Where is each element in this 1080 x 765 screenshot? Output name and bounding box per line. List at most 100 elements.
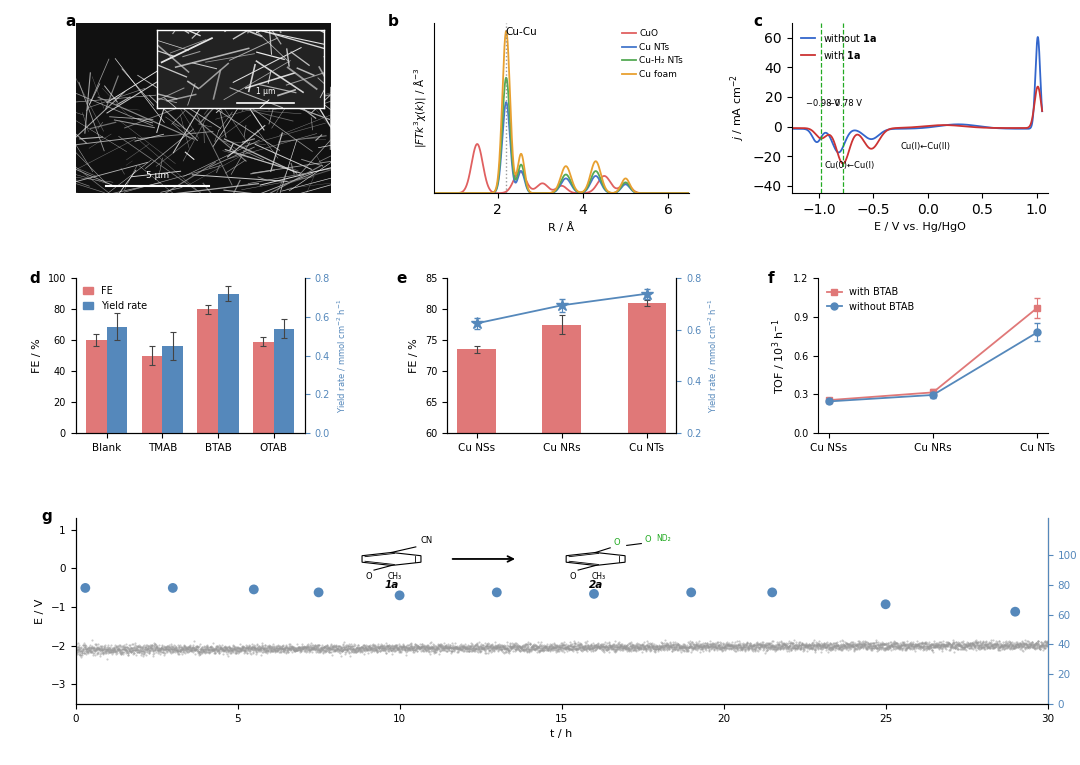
Point: [780, 637, 797, 649]
Point: [1009, 641, 1026, 653]
Point: [1030, 640, 1048, 652]
Point: [572, 640, 590, 653]
Point: [130, 640, 147, 653]
Point: [823, 641, 840, 653]
Point: [1034, 637, 1051, 649]
Point: [227, 643, 244, 656]
Point: [928, 641, 945, 653]
Point: [489, 641, 507, 653]
Point: [883, 640, 901, 653]
Point: [554, 643, 571, 656]
Point: [110, 640, 127, 653]
Point: [513, 641, 530, 653]
Point: [738, 639, 755, 651]
Point: [956, 637, 973, 649]
Point: [1005, 640, 1023, 653]
Point: [242, 640, 259, 652]
Point: [298, 644, 315, 656]
Point: [177, 640, 194, 652]
Point: [998, 639, 1015, 651]
Point: [715, 638, 732, 650]
Point: [380, 641, 397, 653]
Point: [625, 643, 643, 656]
Point: [989, 642, 1007, 654]
Point: [278, 647, 295, 659]
Point: [737, 645, 754, 657]
without $\mathbf{1a}$: [917, 123, 930, 132]
Point: [114, 640, 132, 652]
Point: [796, 640, 813, 653]
Point: [606, 645, 623, 657]
Point: [503, 637, 521, 649]
Point: [902, 636, 919, 648]
Point: [332, 642, 349, 654]
Point: [758, 639, 775, 651]
Point: [514, 640, 531, 652]
Point: [79, 646, 96, 658]
Point: [435, 643, 453, 655]
Point: [1000, 639, 1017, 651]
Point: [529, 641, 546, 653]
Point: [147, 644, 164, 656]
Point: [335, 643, 352, 655]
Point: [247, 641, 265, 653]
Point: [435, 641, 453, 653]
Point: [561, 643, 578, 655]
Point: [995, 641, 1012, 653]
Point: [858, 639, 875, 651]
Point: [624, 644, 642, 656]
Point: [553, 636, 570, 649]
Point: [679, 643, 697, 656]
Point: [960, 639, 977, 651]
Point: [878, 642, 895, 654]
Point: [816, 638, 834, 650]
Point: [1013, 638, 1030, 650]
Point: [885, 638, 902, 650]
Point: [865, 636, 882, 649]
Point: [538, 642, 555, 654]
Point: [314, 646, 332, 659]
Point: [862, 642, 879, 654]
Point: [1000, 640, 1017, 652]
Point: [832, 640, 849, 653]
Point: [1004, 640, 1022, 653]
Point: [821, 641, 838, 653]
Point: [305, 643, 322, 655]
Point: [103, 646, 120, 658]
Point: [625, 641, 643, 653]
Point: [993, 640, 1010, 652]
Point: [217, 642, 234, 654]
Point: [703, 641, 720, 653]
Point: [536, 643, 553, 656]
Point: [367, 644, 384, 656]
Point: [146, 637, 163, 649]
Point: [584, 636, 602, 649]
Point: [436, 640, 454, 653]
Point: [840, 640, 858, 653]
Point: [1008, 640, 1025, 653]
Point: [200, 641, 217, 653]
Point: [285, 644, 302, 656]
Point: [931, 639, 948, 651]
Point: [645, 640, 662, 653]
Point: [178, 645, 195, 657]
Point: [637, 640, 654, 652]
Point: [877, 643, 894, 656]
Point: [141, 641, 159, 653]
Point: [536, 640, 553, 652]
Point: [189, 647, 206, 659]
Point: [935, 640, 953, 653]
Point: [531, 639, 549, 651]
Point: [418, 641, 435, 653]
Point: [468, 642, 485, 654]
Point: [956, 643, 973, 656]
Point: [708, 642, 726, 654]
Point: [989, 639, 1007, 651]
Point: [563, 643, 580, 656]
Point: [840, 639, 858, 651]
Point: [552, 643, 569, 656]
Point: [351, 643, 368, 656]
Point: [301, 640, 319, 653]
Point: [194, 645, 212, 657]
Point: [542, 643, 559, 655]
